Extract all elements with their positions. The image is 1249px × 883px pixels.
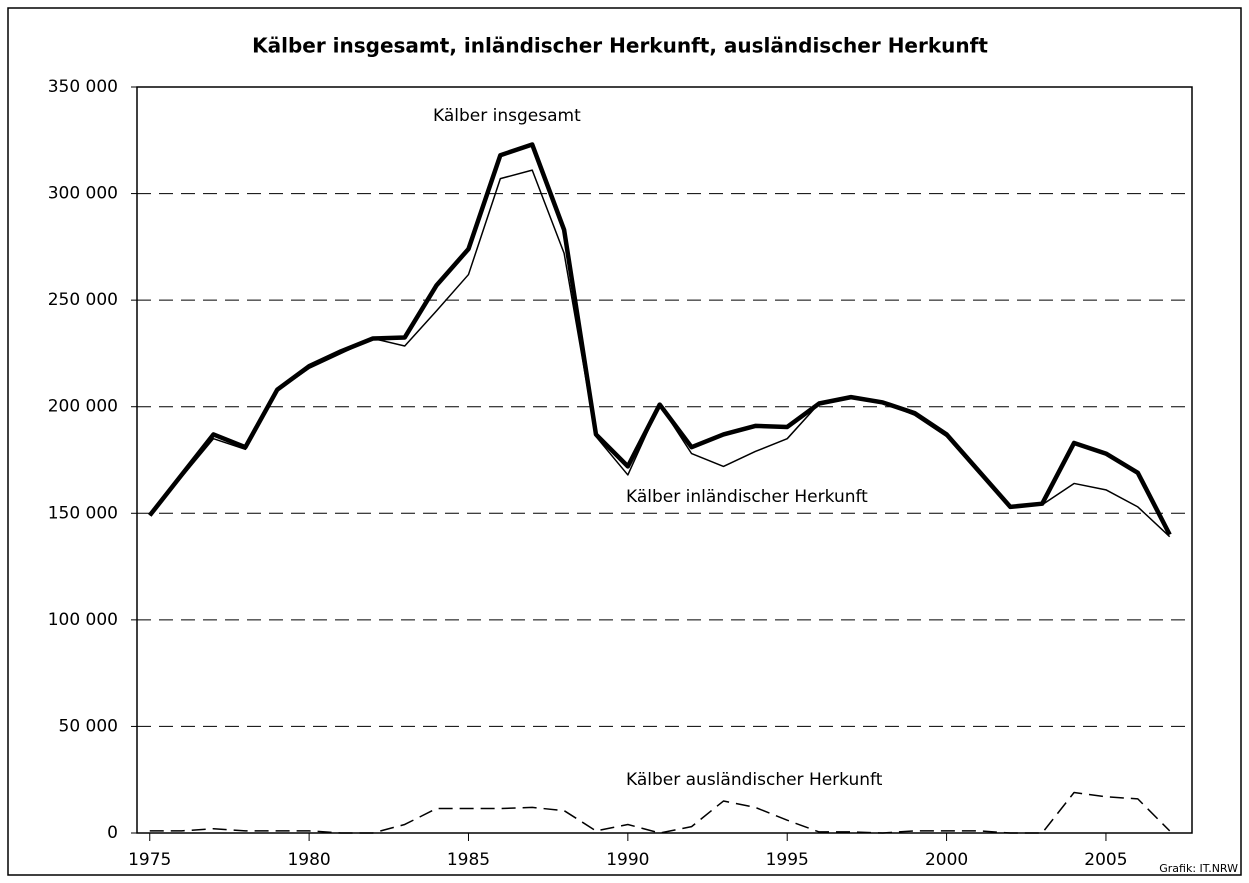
series-label: Kälber insgesamt <box>433 106 581 126</box>
x-tick-label: 2000 <box>925 850 968 870</box>
line-series <box>149 169 1171 538</box>
plot-frame <box>136 86 1193 834</box>
y-tick-label: 300 000 <box>48 184 118 204</box>
x-tick-label: 1985 <box>447 850 490 870</box>
chart-title: Kälber insgesamt, inländischer Herkunft,… <box>252 34 988 58</box>
x-tick-label: 1975 <box>128 850 171 870</box>
line-series <box>147 142 1172 536</box>
series-label: Kälber inländischer Herkunft <box>626 487 868 507</box>
y-tick-label: 250 000 <box>48 290 118 310</box>
series-label: Kälber ausländischer Herkunft <box>626 770 883 790</box>
source: Grafik: IT.NRW <box>1159 862 1238 875</box>
x-tick-label: 1980 <box>287 850 330 870</box>
x-tick-label: 2005 <box>1084 850 1127 870</box>
x-tick-label: 1995 <box>766 850 809 870</box>
y-tick-label: 350 000 <box>48 77 118 97</box>
y-tick-label: 150 000 <box>48 503 118 523</box>
frame <box>7 7 1242 876</box>
y-tick-label: 50 000 <box>59 716 118 736</box>
line-series <box>149 791 1171 834</box>
x-tick-label: 1990 <box>606 850 649 870</box>
y-tick-label: 200 000 <box>48 397 118 417</box>
y-tick-label: 100 000 <box>48 610 118 630</box>
y-tick-label: 0 <box>107 823 118 843</box>
